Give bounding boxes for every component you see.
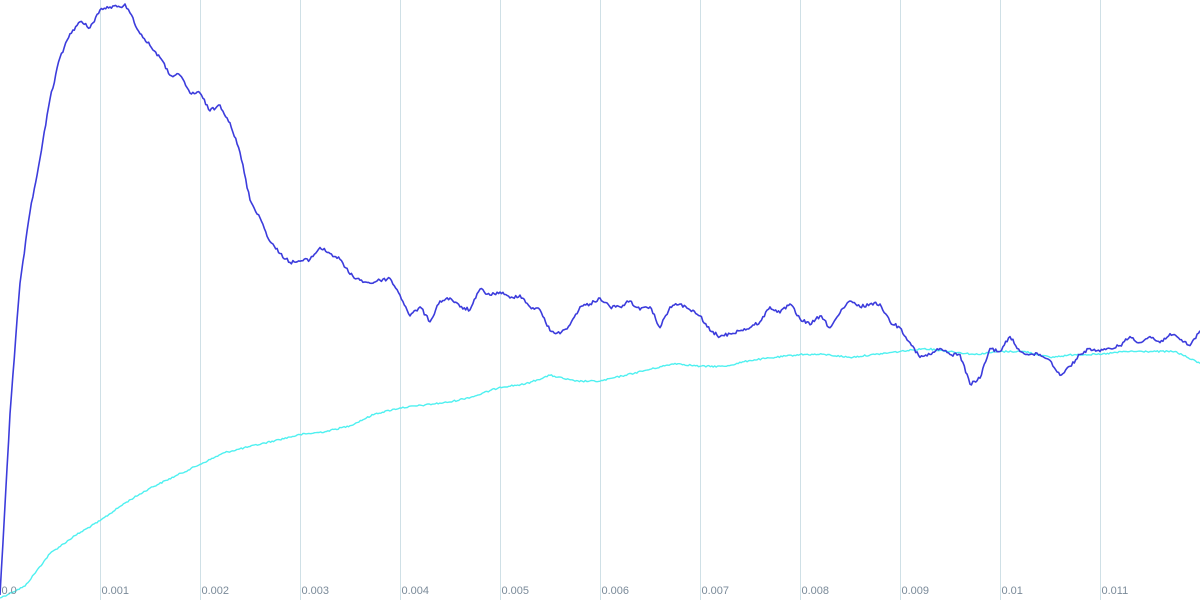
series-line-blue	[0, 3, 1200, 596]
x-tick-label: 0.003	[302, 585, 330, 597]
x-tick-label: 0.008	[802, 585, 830, 597]
x-tick-label: 0.002	[202, 585, 230, 597]
x-tick-label: 0.01	[1002, 585, 1023, 597]
x-tick-label: 0.0	[2, 585, 17, 597]
x-tick-label: 0.007	[702, 585, 730, 597]
series-lines	[0, 3, 1200, 599]
x-tick-label: 0.001	[102, 585, 130, 597]
x-tick-label: 0.005	[502, 585, 530, 597]
x-tick-label: 0.004	[402, 585, 430, 597]
x-tick-label: 0.011	[1102, 585, 1129, 597]
x-axis-tick-labels: 0.0 0.001 0.002 0.003 0.004 0.005 0.006 0.007 0.…	[2, 585, 1129, 597]
x-tick-label: 0.009	[902, 585, 930, 597]
x-tick-label: 0.006	[602, 585, 630, 597]
